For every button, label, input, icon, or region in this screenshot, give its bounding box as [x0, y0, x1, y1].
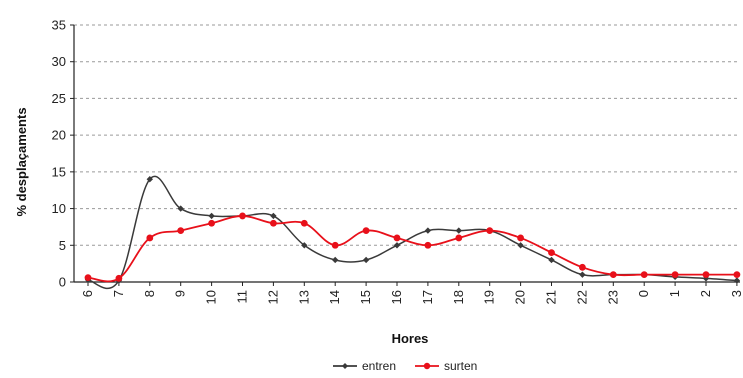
x-tick-label: 2: [698, 290, 713, 297]
x-tick-label: 17: [420, 290, 435, 304]
y-tick-label: 5: [59, 238, 66, 253]
data-point-surten: [579, 263, 586, 271]
data-point-surten: [702, 271, 710, 279]
data-point-entren: [301, 242, 308, 249]
data-point-surten: [239, 212, 246, 220]
data-point-entren: [146, 176, 153, 183]
data-point-surten: [270, 219, 277, 227]
x-tick-label: 9: [173, 290, 188, 297]
y-axis-title: % desplaçaments: [14, 107, 29, 216]
data-point-surten: [115, 274, 123, 282]
x-tick-label: 21: [544, 290, 559, 304]
legend-marker-entren: [342, 363, 348, 369]
x-tick-label: 16: [389, 290, 404, 304]
data-point-entren: [270, 212, 277, 220]
data-point-surten: [300, 219, 308, 227]
data-point-surten: [671, 271, 679, 279]
axes: [73, 25, 740, 283]
x-tick-label: 0: [636, 290, 651, 297]
data-point-entren: [362, 256, 370, 264]
data-point-entren: [455, 227, 462, 234]
x-tick-label: 15: [358, 290, 373, 304]
x-tick-label: 13: [296, 290, 311, 304]
data-point-entren: [579, 271, 586, 278]
data-point-surten: [640, 271, 648, 279]
gridlines: [74, 24, 740, 246]
series-lines: [84, 175, 741, 290]
y-tick-label: 30: [52, 54, 66, 69]
data-point-entren: [332, 256, 339, 264]
data-point-surten: [517, 234, 524, 242]
y-tick-label: 20: [52, 128, 66, 143]
data-point-entren: [548, 256, 555, 264]
data-point-surten: [733, 271, 741, 279]
x-tick-label: 10: [204, 290, 219, 304]
x-tick-label: 8: [142, 290, 157, 297]
x-tick-label: 6: [80, 290, 95, 297]
series-surten: [84, 212, 741, 283]
x-tick-label: 7: [111, 290, 126, 297]
x-tick-label: 19: [482, 290, 497, 304]
y-tick-label: 10: [52, 201, 66, 216]
data-point-surten: [609, 271, 617, 279]
y-tick-label: 25: [52, 91, 66, 106]
x-tick-label: 20: [513, 290, 528, 304]
data-point-surten: [393, 234, 401, 242]
data-point-entren: [177, 205, 184, 212]
data-point-entren: [424, 227, 432, 234]
data-point-surten: [146, 234, 154, 242]
y-tick-labels: 0 5 10 15 20 25 30 35: [52, 18, 74, 290]
y-tick-label: 15: [52, 164, 66, 179]
x-tick-labels: 6 7 8 9 10 11 12 13 14 15 16 17 18 19 20 21 22 23 0 1 2 3: [80, 282, 743, 304]
data-point-surten: [548, 249, 555, 257]
series-line-surten: [87, 215, 737, 283]
legend-label-surten: surten: [444, 359, 477, 373]
data-point-surten: [486, 227, 494, 235]
legend-marker-surten: [423, 362, 431, 370]
x-tick-label: 1: [667, 290, 682, 297]
x-tick-label: 22: [574, 290, 589, 304]
data-point-entren: [517, 242, 524, 249]
x-tick-label: 11: [235, 290, 250, 304]
x-axis-title: Hores: [392, 331, 429, 346]
x-tick-label: 12: [265, 290, 280, 304]
x-tick-label: 14: [327, 290, 342, 304]
data-point-surten: [424, 241, 432, 249]
data-point-surten: [208, 219, 216, 227]
legend-label-entren: entren: [362, 359, 396, 373]
y-tick-label: 0: [59, 275, 66, 290]
data-point-surten: [84, 274, 92, 281]
data-point-surten: [362, 227, 370, 235]
data-point-surten: [455, 234, 463, 242]
legend: entren surten: [333, 359, 477, 373]
y-tick-label: 35: [52, 18, 66, 33]
data-point-entren: [733, 277, 741, 284]
data-point-entren: [393, 242, 401, 249]
x-tick-label: 18: [451, 290, 466, 304]
data-point-entren: [208, 212, 215, 220]
data-point-surten: [177, 227, 185, 235]
x-tick-label: 23: [605, 290, 620, 304]
data-point-surten: [331, 241, 339, 249]
x-tick-label: 3: [729, 290, 743, 297]
series-line-entren: [87, 175, 737, 290]
